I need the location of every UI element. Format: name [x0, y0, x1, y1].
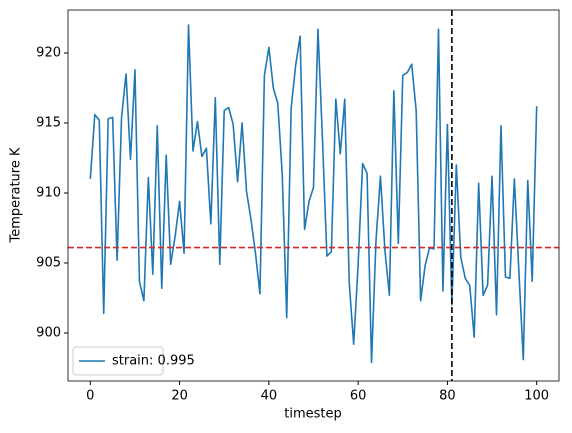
x-tick-label: 100 — [524, 389, 549, 404]
data-line — [89, 24, 538, 364]
legend-label: strain: 0.995 — [112, 354, 195, 369]
y-tick-label: 910 — [36, 185, 61, 200]
x-tick-label: 80 — [439, 389, 456, 404]
y-tick-label: 915 — [36, 115, 61, 130]
x-tick-label: 20 — [171, 389, 188, 404]
legend-box — [72, 346, 164, 376]
y-tick-label: 905 — [36, 255, 61, 270]
x-tick-label: 40 — [261, 389, 278, 404]
y-tick-label: 920 — [36, 45, 61, 60]
x-tick-label: 60 — [350, 389, 367, 404]
x-tick-label: 0 — [86, 389, 94, 404]
y-tick-label: 900 — [36, 325, 61, 340]
plot-frame — [67, 9, 560, 382]
y-axis-label: Temperature K — [9, 147, 24, 243]
x-axis-label: timestep — [284, 407, 342, 422]
